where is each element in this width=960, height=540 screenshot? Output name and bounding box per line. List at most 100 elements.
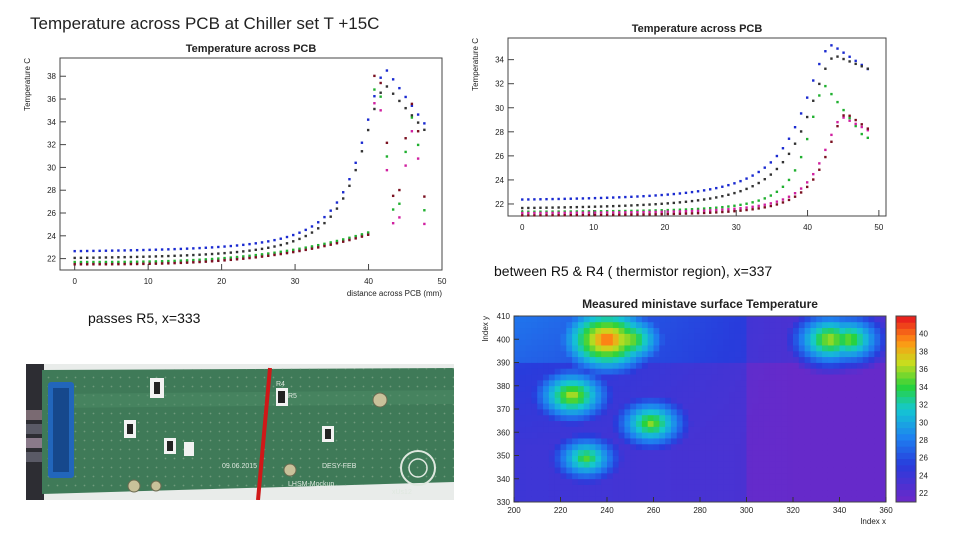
heatmap-cell: [670, 385, 678, 392]
heatmap-cell: [822, 345, 829, 352]
heatmap-cell: [822, 426, 829, 433]
heatmap-cell: [868, 350, 875, 358]
heatmap-cell: [670, 374, 678, 381]
heatmap-cell: [705, 362, 713, 369]
left-chart-point: [360, 235, 364, 238]
heatmap-cell: [758, 484, 765, 491]
heatmap-cell: [647, 496, 654, 503]
heatmap-cell: [537, 374, 544, 381]
heatmap-cell: [676, 420, 683, 427]
heatmap-cell: [670, 321, 678, 329]
heatmap-cell: [554, 426, 561, 433]
heatmap-cell: [856, 385, 864, 392]
heatmap-cell: [723, 420, 730, 427]
right-chart-point: [830, 44, 833, 47]
heatmap-cell: [694, 368, 701, 375]
colorbar-tick-label: 32: [919, 401, 928, 410]
right-chart-point: [842, 108, 845, 112]
heatmap-cell: [583, 327, 590, 334]
heatmap-cell: [688, 362, 695, 369]
heatmap-cell: [734, 438, 742, 445]
heatmap-cell: [519, 333, 527, 340]
heatmap-cell: [839, 345, 846, 352]
heatmap-cell: [705, 333, 713, 340]
right-chart-point: [733, 204, 736, 207]
heatmap-cell: [787, 461, 794, 468]
right-chart-point: [733, 209, 736, 213]
heatmap-cell: [880, 321, 887, 329]
heatmap-cells: [514, 316, 887, 503]
heatmap-cell: [845, 467, 852, 474]
heatmap-cell: [554, 316, 561, 323]
heatmap-cell: [514, 490, 521, 497]
heatmap-cell: [618, 420, 625, 427]
heatmap-cell: [856, 379, 864, 387]
heatmap-cell: [816, 490, 823, 497]
heatmap-cell: [525, 455, 532, 462]
left-chart-point: [398, 188, 401, 192]
right-chart-point: [690, 212, 694, 215]
heatmap-cell: [641, 321, 649, 329]
heatmap-cell: [804, 379, 811, 387]
heatmap-cell: [636, 327, 643, 334]
heatmap-cell: [694, 327, 701, 334]
heatmap-cell: [595, 432, 602, 439]
heatmap-cell: [624, 350, 631, 358]
right-chart-point: [690, 208, 694, 211]
heatmap-cell: [543, 461, 550, 468]
left-chart-point: [341, 238, 345, 241]
right-chart-point: [666, 193, 669, 196]
heatmap-cell: [630, 339, 637, 346]
heatmap-cell: [816, 496, 823, 503]
heatmap-cell: [787, 414, 794, 422]
heatmap-cell: [595, 414, 602, 422]
heatmap-cell: [856, 356, 864, 363]
heatmap-cell: [670, 455, 678, 462]
right-chart-point: [533, 211, 536, 215]
heatmap-cell: [769, 397, 776, 404]
heatmap-cell: [763, 339, 771, 346]
heatmap-cell: [537, 484, 544, 491]
heatmap-cell: [624, 438, 631, 445]
heatmap-cell: [827, 397, 835, 404]
heatmap-cell: [694, 333, 701, 340]
heatmap-cell: [572, 467, 579, 474]
heatmap-cell: [612, 414, 620, 422]
right-chart-point: [618, 213, 621, 216]
heatmap-cell: [787, 472, 794, 480]
heatmap-cell: [851, 327, 858, 334]
heatmap-cell: [705, 403, 713, 410]
heatmap-cell: [688, 449, 695, 456]
heatmap-cell: [583, 362, 590, 369]
heatmap-cell: [566, 496, 573, 503]
heatmap-cell: [548, 321, 556, 329]
heatmap-cell: [729, 345, 736, 352]
right-chart-point: [654, 210, 657, 214]
heatmap-cell: [763, 409, 771, 416]
heatmap-cell: [833, 345, 840, 352]
heatmap-cell: [787, 432, 794, 439]
heatmap-cell: [740, 414, 747, 422]
left-chart-point: [223, 245, 226, 248]
heatmap-cell: [717, 391, 724, 398]
left-chart-point: [317, 246, 320, 249]
heatmap-cell: [519, 420, 527, 427]
heatmap-cell: [577, 426, 585, 433]
heatmap-cell: [514, 472, 521, 480]
heatmap-cell: [641, 333, 649, 340]
heatmap-cell: [752, 409, 759, 416]
heatmap-cell: [630, 426, 637, 433]
heatmap-cell: [647, 490, 654, 497]
left-chart-point: [354, 234, 357, 238]
heatmap-cell: [665, 350, 672, 358]
heatmap-cell: [839, 472, 846, 480]
heatmap-cell: [548, 374, 556, 381]
left-chart-point: [173, 254, 176, 258]
heatmap-cell: [810, 333, 817, 340]
heatmap-cell: [572, 449, 579, 456]
heatmap-cell: [653, 379, 660, 387]
heatmap-cell: [734, 339, 742, 346]
heatmap-cell: [682, 409, 689, 416]
colorbar-step: [896, 396, 916, 404]
heatmap-cell: [601, 426, 608, 433]
